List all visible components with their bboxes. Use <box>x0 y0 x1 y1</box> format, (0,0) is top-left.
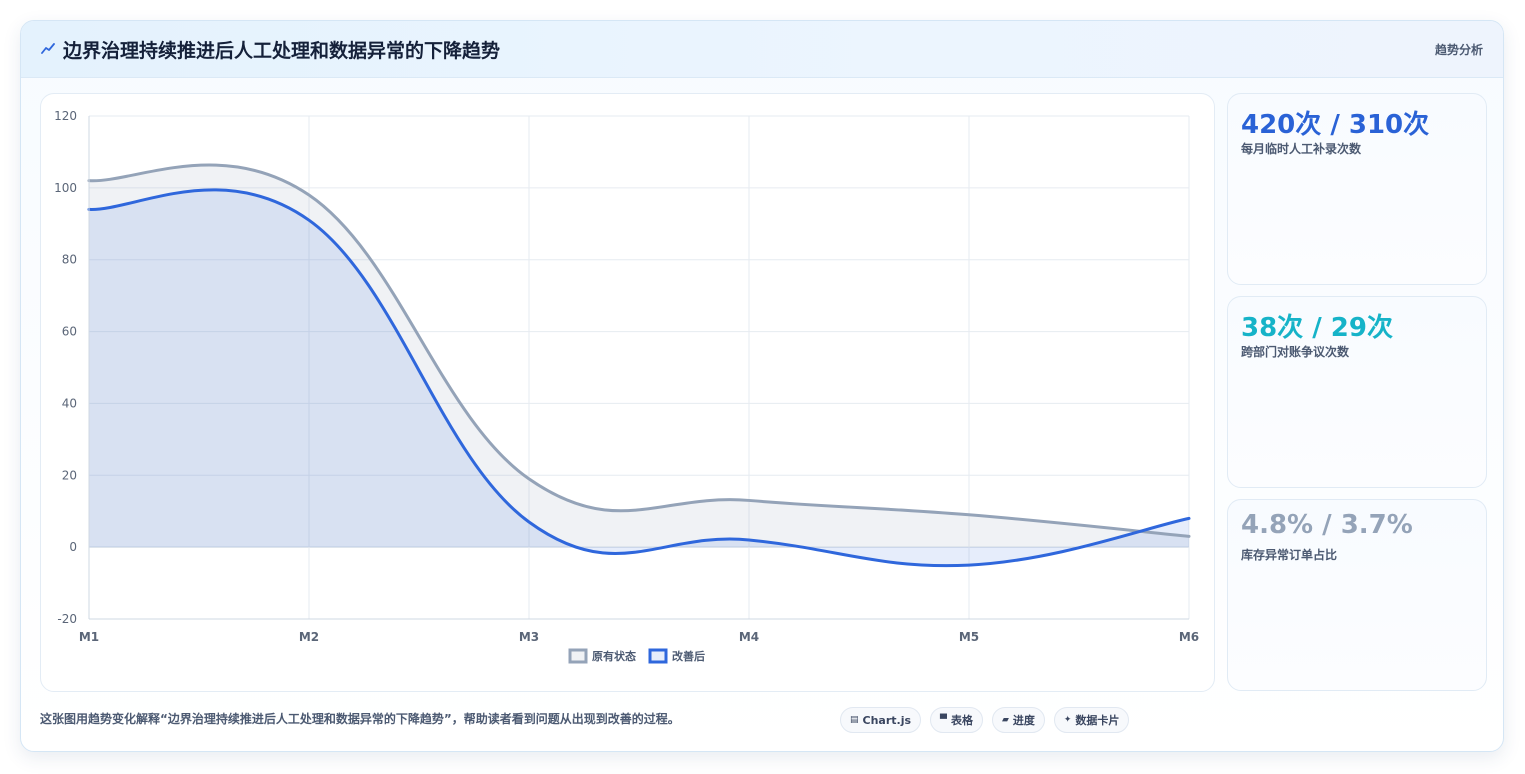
y-tick-label: 0 <box>69 540 77 554</box>
x-tick-label: M1 <box>79 630 99 644</box>
series-area-1 <box>89 189 1189 566</box>
stat-value: 38次 / 29次 <box>1241 313 1393 343</box>
y-tick-label: 100 <box>54 181 77 195</box>
y-tick-label: 40 <box>62 396 77 410</box>
chip-data-card[interactable]: ✦ 数据卡片 <box>1053 707 1130 733</box>
legend-label: 改善后 <box>672 649 705 663</box>
stat-card-inventory-anomaly: 4.8% / 3.7% 库存异常订单占比 <box>1227 499 1487 691</box>
chart-panel: 120 100 80 60 40 20 0 -20 M1 M2 M3 M4 M5 M6 原有状态 改善后 <box>40 93 1215 692</box>
chart-caption: 这张图用趋势变化解释“边界治理持续推进后人工处理和数据异常的下降趋势”，帮助读者… <box>40 712 680 726</box>
stat-card-reconciliation-disputes: 38次 / 29次 跨部门对账争议次数 <box>1227 296 1487 488</box>
x-tick-label: M5 <box>959 630 979 644</box>
stat-card-manual-entries: 420次 / 310次 每月临时人工补录次数 <box>1227 93 1487 285</box>
x-tick-label: M3 <box>519 630 539 644</box>
legend-swatch <box>568 648 588 664</box>
header-tag: 趋势分析 <box>1434 43 1483 57</box>
chip-label: 表格 <box>950 714 973 727</box>
chart-card: 边界治理持续推进后人工处理和数据异常的下降趋势 趋势分析 120 100 80 60 4… <box>20 20 1504 752</box>
chip-label: 进度 <box>1012 714 1035 727</box>
series-line-1 <box>87 188 1191 568</box>
legend-swatch <box>648 648 668 664</box>
stat-label: 每月临时人工补录次数 <box>1241 142 1362 156</box>
y-tick-label: 20 <box>62 468 77 482</box>
stat-label: 跨部门对账争议次数 <box>1241 345 1350 359</box>
x-tick-label: M6 <box>1179 630 1199 644</box>
trend-line-icon <box>41 43 55 54</box>
stat-value: 420次 / 310次 <box>1241 110 1430 140</box>
x-tick-label: M4 <box>739 630 759 644</box>
progress-icon: ▰ <box>1001 715 1009 725</box>
chip-progress[interactable]: ▰ 进度 <box>991 707 1045 733</box>
chip-label: 数据卡片 <box>1075 714 1120 727</box>
y-tick-label: -20 <box>57 612 77 626</box>
y-tick-label: 120 <box>54 109 77 123</box>
y-tick-label: 60 <box>62 325 77 339</box>
series-area-0 <box>89 165 1189 548</box>
chip-chartjs[interactable]: ▤ Chart.js <box>840 707 922 733</box>
stat-label: 库存异常订单占比 <box>1241 548 1338 562</box>
chart-icon: ▤ <box>850 715 859 725</box>
y-tick-label: 80 <box>62 253 77 267</box>
card-header: 边界治理持续推进后人工处理和数据异常的下降趋势 趋势分析 <box>21 21 1503 78</box>
chip-table[interactable]: ▀ 表格 <box>930 707 983 733</box>
stat-value: 4.8% / 3.7% <box>1241 510 1413 540</box>
table-icon: ▀ <box>940 715 947 725</box>
x-tick-label: M2 <box>299 630 319 644</box>
chip-label: Chart.js <box>862 713 912 727</box>
legend-label: 原有状态 <box>592 649 636 663</box>
series-line-0 <box>87 163 1191 538</box>
sparkle-icon: ✦ <box>1063 715 1072 725</box>
page-title: 边界治理持续推进后人工处理和数据异常的下降趋势 <box>63 40 501 62</box>
chip-group: ▤ Chart.js ▀ 表格 ▰ 进度 ✦ 数据卡片 <box>840 707 1130 733</box>
